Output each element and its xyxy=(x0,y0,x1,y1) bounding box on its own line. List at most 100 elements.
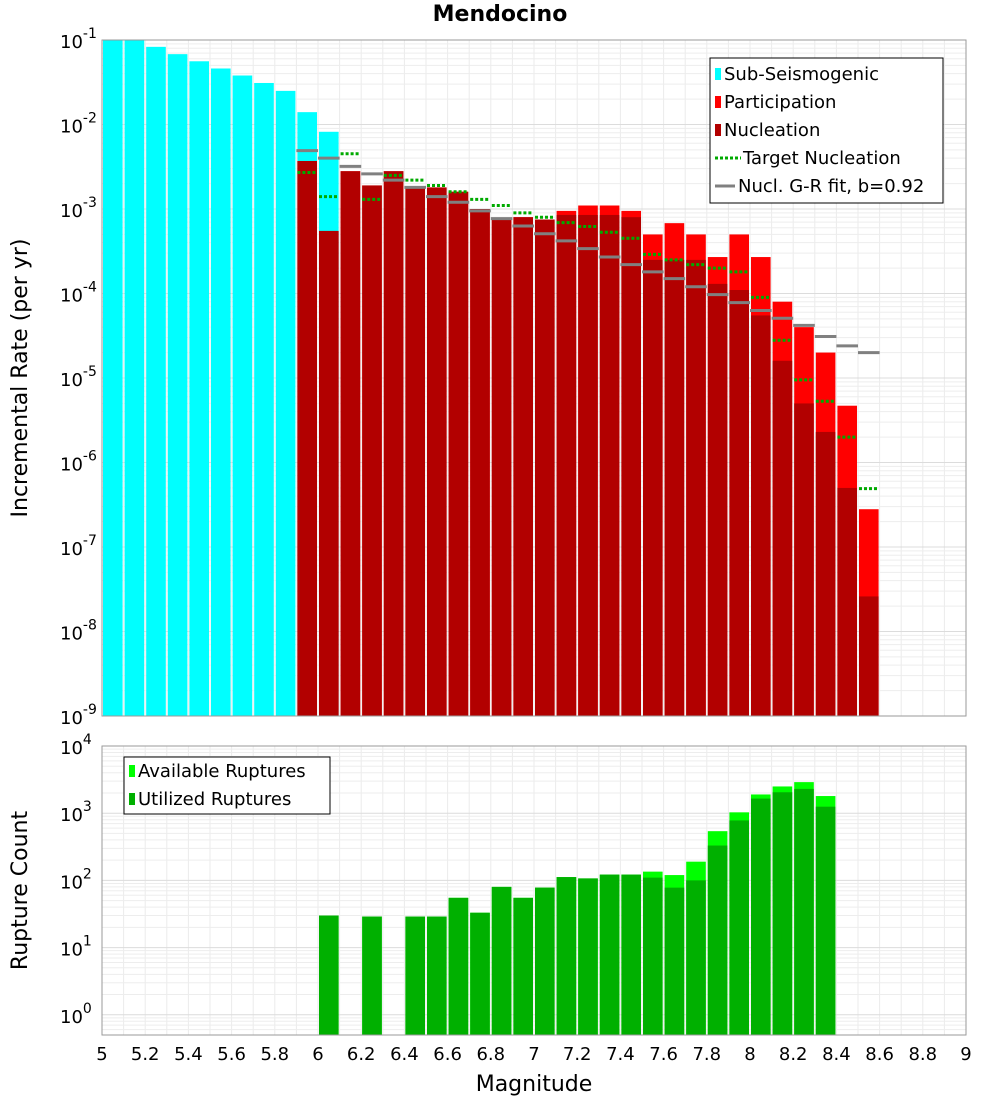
bar-utilized-ruptures xyxy=(686,880,706,1035)
bar-utilized-ruptures xyxy=(319,915,339,1035)
x-tick-label: 5.4 xyxy=(174,1044,203,1065)
x-tick-label: 5.8 xyxy=(260,1044,289,1065)
x-tick-labels: 5 5.2 5.4 5.6 5.8 6 6.2 6.4 6.6 6.8 7 7.2 7.4 7.6 7.8 8… xyxy=(96,1044,971,1065)
x-tick-label: 7.6 xyxy=(649,1044,678,1065)
rate-panel: 10-9 10-8 10-7 10-6 10-5 10-4 10-3 10-2 10-1 Incr… xyxy=(8,26,967,729)
y-tick-label: 103 xyxy=(60,799,92,826)
plot-border xyxy=(101,39,967,717)
bar-utilized-ruptures xyxy=(794,788,814,1035)
series-target-nucleation xyxy=(297,152,879,491)
y-tick-label: 10-2 xyxy=(60,111,97,138)
y-tick-label: 10-6 xyxy=(60,449,97,476)
y-tick-label: 10-3 xyxy=(60,195,97,222)
bar-sub-seismogenic xyxy=(254,82,274,716)
bar-utilized-ruptures xyxy=(815,806,836,1035)
bar-sub-seismogenic xyxy=(211,68,231,716)
y-tick-label: 10-5 xyxy=(60,364,97,391)
y-axis-label: Rupture Count xyxy=(8,811,33,971)
bar-nucleation xyxy=(535,219,555,716)
bar-utilized-ruptures xyxy=(470,912,490,1035)
series-utilized-ruptures xyxy=(319,788,836,1035)
legend-swatch xyxy=(715,68,721,80)
bar-utilized-ruptures xyxy=(643,877,663,1035)
x-tick-label: 6.4 xyxy=(390,1044,419,1065)
bar-nucleation xyxy=(340,171,361,716)
page-title: Mendocino xyxy=(432,2,568,27)
bar-sub-seismogenic xyxy=(124,40,145,716)
y-tick-labels: 10-9 10-8 10-7 10-6 10-5 10-4 10-3 10-2 10-1 xyxy=(60,26,97,729)
bar-nucleation xyxy=(664,259,685,716)
bar-sub-seismogenic xyxy=(146,46,166,716)
y-tick-label: 100 xyxy=(60,1001,92,1028)
bar-nucleation xyxy=(513,217,533,716)
y-axis-label: Incremental Rate (per yr) xyxy=(8,239,33,518)
bar-nucleation xyxy=(621,217,641,716)
bar-utilized-ruptures xyxy=(664,887,685,1035)
x-tick-label: 5.6 xyxy=(217,1044,246,1065)
y-tick-labels: 100 101 102 103 104 xyxy=(60,732,92,1028)
bar-nucleation xyxy=(556,214,577,716)
bar-nucleation xyxy=(686,259,706,716)
plot-marks xyxy=(103,40,880,716)
bar-sub-seismogenic xyxy=(275,90,296,716)
bar-sub-seismogenic xyxy=(189,61,209,716)
x-tick-label: 6.6 xyxy=(433,1044,462,1065)
x-tick-label: 8.8 xyxy=(908,1044,937,1065)
bar-nucleation xyxy=(707,283,728,716)
bar-utilized-ruptures xyxy=(513,897,533,1035)
plot-border xyxy=(101,745,967,1036)
bar-nucleation xyxy=(491,219,512,716)
x-tick-label: 6.8 xyxy=(476,1044,505,1065)
bar-utilized-ruptures xyxy=(707,845,728,1035)
legend-swatch xyxy=(129,793,135,805)
bar-utilized-ruptures xyxy=(729,820,749,1035)
bar-nucleation xyxy=(405,187,425,716)
bar-nucleation xyxy=(362,185,382,716)
x-tick-label: 8 xyxy=(744,1044,755,1065)
y-tick-label: 102 xyxy=(60,866,92,893)
bar-utilized-ruptures xyxy=(621,874,641,1035)
bar-utilized-ruptures xyxy=(405,916,425,1035)
y-tick-label: 10-7 xyxy=(60,533,97,560)
bar-utilized-ruptures xyxy=(362,916,382,1035)
y-tick-label: 10-4 xyxy=(60,280,97,307)
bar-sub-seismogenic xyxy=(167,54,188,716)
series-nucl-g-r-fit-b-0-92 xyxy=(296,149,880,355)
legend-label: Target Nucleation xyxy=(742,148,901,169)
bar-nucleation xyxy=(859,596,879,716)
x-axis-label: Magnitude xyxy=(476,1072,593,1097)
legend: Sub-Seismogenic Participation Nucleation T… xyxy=(709,57,944,204)
bar-nucleation xyxy=(772,360,793,716)
bar-nucleation xyxy=(383,171,404,716)
bar-utilized-ruptures xyxy=(491,886,512,1035)
y-tick-label: 10-1 xyxy=(60,26,97,53)
bar-utilized-ruptures xyxy=(578,878,598,1035)
y-tick-label: 101 xyxy=(60,934,92,961)
bar-nucleation xyxy=(751,315,771,716)
x-tick-label: 5.2 xyxy=(131,1044,160,1065)
legend-box xyxy=(123,756,331,815)
bar-utilized-ruptures xyxy=(751,798,771,1035)
bar-nucleation xyxy=(815,431,836,716)
bar-sub-seismogenic xyxy=(232,75,253,716)
legend-label: Nucl. G-R fit, b=0.92 xyxy=(738,176,924,197)
series-nucleation xyxy=(297,160,879,716)
legend-label: Participation xyxy=(724,92,836,113)
y-tick-label: 10-8 xyxy=(60,618,97,645)
bar-utilized-ruptures xyxy=(599,874,620,1035)
legend-label: Utilized Ruptures xyxy=(138,789,291,810)
bar-nucleation xyxy=(729,290,749,716)
x-tick-label: 7.8 xyxy=(692,1044,721,1065)
x-tick-label: 9 xyxy=(960,1044,971,1065)
bar-nucleation xyxy=(794,403,814,716)
bar-nucleation xyxy=(427,187,447,716)
y-tick-label: 104 xyxy=(60,732,92,759)
legend-label: Available Ruptures xyxy=(138,761,306,782)
bar-nucleation xyxy=(578,214,598,716)
bar-nucleation xyxy=(319,230,339,716)
bar-utilized-ruptures xyxy=(772,792,793,1035)
bar-nucleation xyxy=(470,209,490,716)
bar-nucleation xyxy=(837,487,857,716)
plot-marks xyxy=(319,782,836,1035)
